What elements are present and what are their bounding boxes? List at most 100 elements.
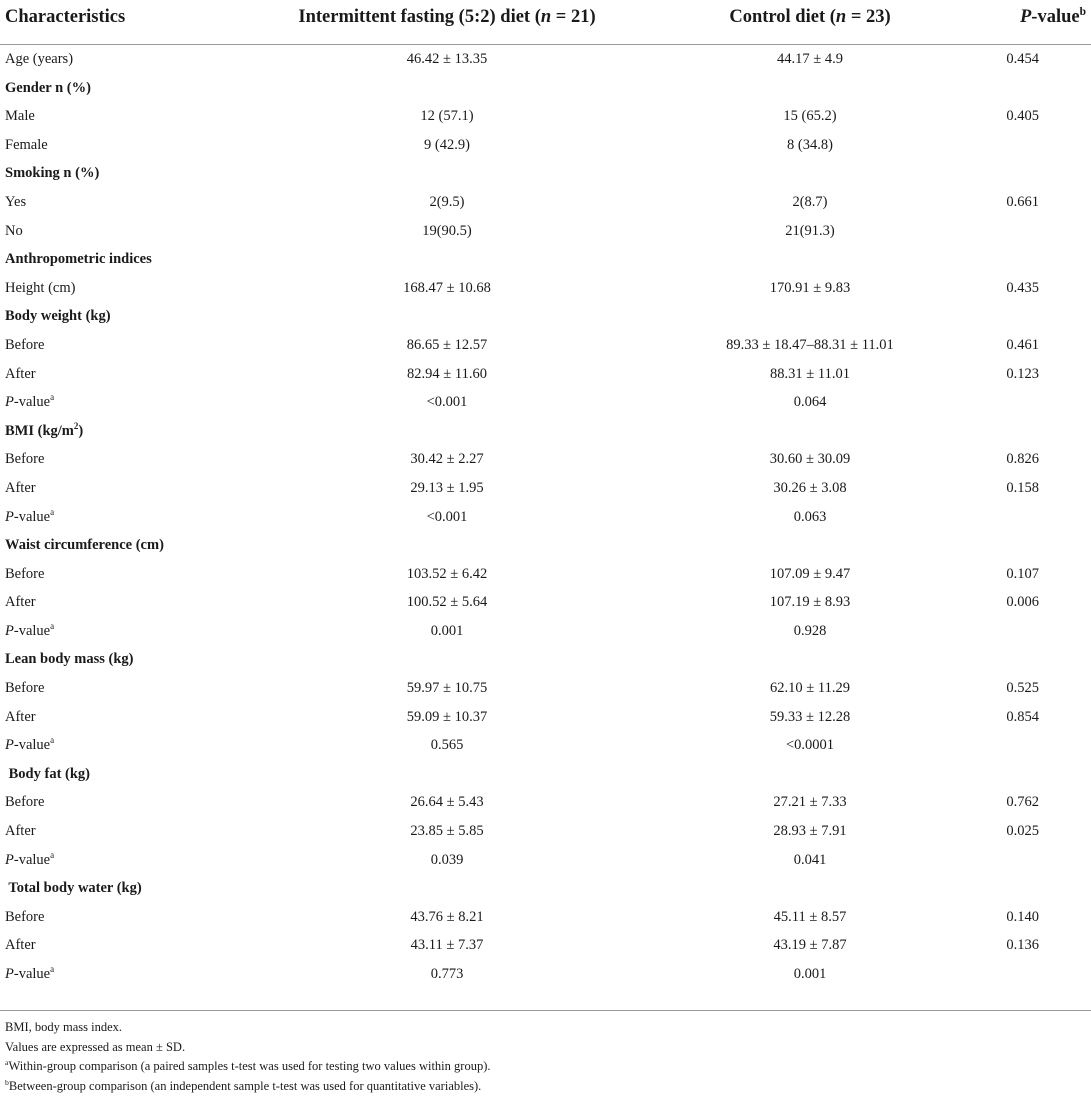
cell-intermittent-fasting: 23.85 ± 5.85 [410, 823, 484, 840]
row-label-p: P [5, 851, 14, 868]
table-row: Yes 2(9.5) 2(8.7) 0.661 [0, 188, 1091, 217]
row-label-text: No [5, 222, 23, 239]
cell-intermittent-fasting: 43.11 ± 7.37 [410, 937, 484, 954]
row-label: P-valuea [5, 622, 54, 640]
cell-intermittent-fasting: 59.09 ± 10.37 [406, 708, 488, 725]
row-label-text: BMI (kg/m [5, 422, 74, 439]
table-row: After 29.13 ± 1.95 30.26 ± 3.08 0.158 [0, 474, 1091, 503]
row-label: Before [5, 566, 44, 583]
footnote-abbreviation: BMI, body mass index. [5, 1020, 123, 1034]
table-row: P-valuea <0.001 0.063 [0, 503, 1091, 532]
cell-pvalue: 0.140 [1006, 908, 1039, 925]
row-label: P-valuea [5, 392, 55, 411]
cell-pvalue: 0.461 [1006, 336, 1039, 353]
header-if-post: = 21) [551, 7, 596, 27]
cell-pvalue: 0.435 [1006, 279, 1039, 296]
row-label: Anthropometric indices [5, 251, 152, 268]
row-label: Before [5, 451, 44, 468]
characteristics-table: Characteristics Intermittent fasting (5:… [0, 5, 1091, 989]
row-label: After [5, 480, 36, 497]
row-label-text: Before [5, 794, 45, 811]
cell-pvalue: 0.762 [1006, 794, 1039, 811]
header-ctrl-pre: Control diet ( [729, 7, 836, 27]
cell-control-diet: 107.19 ± 8.93 [769, 594, 851, 611]
cell-intermittent-fasting: <0.001 [426, 508, 468, 525]
row-label: P-valuea [5, 736, 54, 754]
cell-pvalue: 0.854 [1006, 708, 1039, 725]
cell-control-diet: 0.928 [793, 622, 827, 639]
cell-intermittent-fasting: 29.13 ± 1.95 [410, 479, 484, 496]
row-label: No [5, 223, 23, 240]
cell-control-diet: 30.26 ± 3.08 [773, 479, 847, 496]
cell-intermittent-fasting: 0.773 [430, 966, 464, 982]
cell-intermittent-fasting: 103.52 ± 6.42 [406, 565, 488, 582]
footnote-a: aWithin-group comparison (a paired sampl… [5, 1057, 490, 1077]
table-row: After 23.85 ± 5.85 28.93 ± 7.91 0.025 [0, 817, 1091, 846]
cell-pvalue: 0.123 [1006, 365, 1039, 382]
cell-control-diet: 28.93 ± 7.91 [773, 823, 847, 840]
table-row: Female 9 (42.9) 8 (34.8) [0, 131, 1091, 160]
table-section-row: Anthropometric indices [0, 245, 1091, 274]
table-section-row: BMI (kg/m2) [0, 417, 1091, 446]
row-label-p: P [5, 622, 14, 639]
cell-control-diet: 89.33 ± 18.47–88.31 ± 11.01 [726, 336, 894, 353]
table-row: No 19(90.5) 21(91.3) [0, 217, 1091, 246]
row-label-sup: a [50, 392, 55, 403]
row-label: Body fat (kg) [5, 766, 90, 783]
cell-intermittent-fasting: <0.001 [426, 394, 468, 411]
row-label-rest: -value [13, 508, 51, 525]
cell-intermittent-fasting: 0.039 [430, 851, 464, 868]
row-label-text: Body weight (kg) [5, 308, 111, 325]
row-label-text: After [5, 708, 36, 725]
row-label-after: ) [78, 422, 84, 439]
cell-control-diet: 2(8.7) [792, 193, 828, 210]
cell-intermittent-fasting: 12 (57.1) [420, 108, 474, 125]
row-label: Height (cm) [5, 280, 75, 297]
cell-control-diet: 170.91 ± 9.83 [769, 279, 851, 296]
cell-pvalue: 0.525 [1006, 680, 1039, 697]
cell-intermittent-fasting: 19(90.5) [422, 222, 472, 239]
row-label-sup: a [50, 964, 55, 975]
table-body: Age (years) 46.42 ± 13.35 44.17 ± 4.9 0.454… [0, 45, 1091, 989]
row-label-text: Lean body mass (kg) [5, 651, 134, 668]
table-bottom-rule [0, 1010, 1091, 1011]
cell-control-diet: 8 (34.8) [787, 136, 833, 153]
table-section-row: Waist circumference (cm) [0, 531, 1091, 560]
cell-intermittent-fasting: 0.001 [430, 622, 464, 639]
row-label-rest: -value [13, 851, 51, 868]
table-row: Before 43.76 ± 8.21 45.11 ± 8.57 0.140 [0, 903, 1091, 932]
table-row: P-valuea 0.039 0.041 [0, 846, 1091, 875]
row-label: After [5, 366, 36, 383]
row-label-text: Gender n (%) [5, 79, 91, 96]
footnote-values: Values are expressed as mean ± SD. [5, 1039, 186, 1054]
row-label: Before [5, 909, 44, 926]
cell-intermittent-fasting: 59.97 ± 10.75 [406, 680, 488, 697]
cell-intermittent-fasting: 46.42 ± 13.35 [406, 51, 488, 67]
row-label-text: Before [5, 565, 45, 582]
header-pvalue-sup: b [1079, 5, 1086, 18]
row-label-text: Age (years) [5, 51, 74, 67]
cell-pvalue: 0.661 [1006, 193, 1039, 210]
row-label-p: P [5, 394, 14, 411]
row-label: After [5, 937, 36, 954]
row-label-p: P [5, 737, 14, 754]
row-label-text: Female [5, 136, 48, 153]
row-label-text: After [5, 594, 36, 611]
cell-control-diet: 0.063 [793, 508, 827, 525]
header-ctrl-post: = 23) [846, 7, 891, 27]
cell-intermittent-fasting: 43.76 ± 8.21 [410, 908, 484, 925]
row-label: Before [5, 794, 44, 811]
row-label: After [5, 594, 36, 611]
cell-control-diet: 0.041 [793, 851, 827, 868]
cell-control-diet: 88.31 ± 11.01 [770, 365, 850, 382]
header-ctrl-n: n [835, 7, 847, 27]
table-row: Male 12 (57.1) 15 (65.2) 0.405 [0, 102, 1091, 131]
cell-intermittent-fasting: 86.65 ± 12.57 [406, 336, 488, 353]
row-label-rest: -value [13, 966, 51, 982]
table-section-row: Body weight (kg) [0, 302, 1091, 331]
row-label-text: Anthropometric indices [5, 251, 152, 268]
table-row: After 82.94 ± 11.60 88.31 ± 11.01 0.123 [0, 360, 1091, 389]
table-row: Before 86.65 ± 12.57 89.33 ± 18.47–88.31 ±… [0, 331, 1091, 360]
row-label: BMI (kg/m2) [5, 421, 84, 440]
row-label: P-valuea [5, 850, 54, 869]
